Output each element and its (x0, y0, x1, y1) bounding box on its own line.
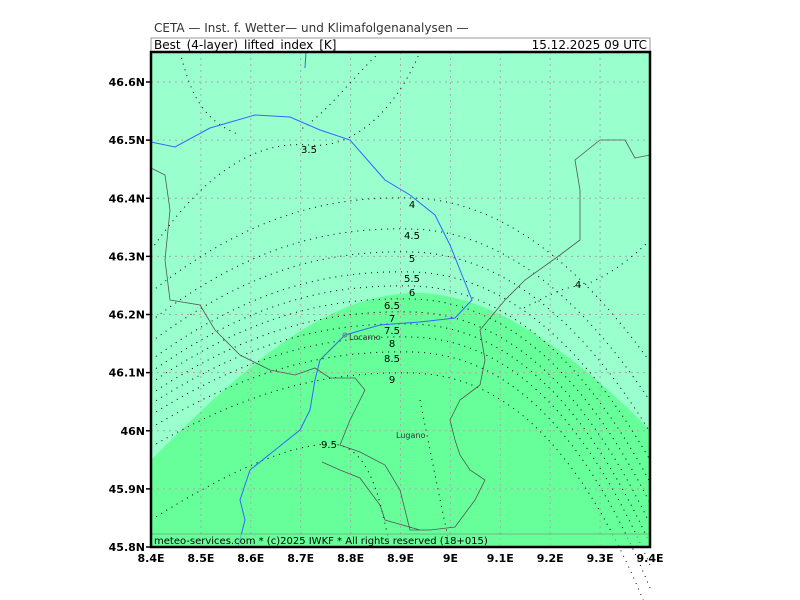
plot-frame (149, 50, 652, 549)
valid-time: 15.12.2025 09 UTC (532, 38, 647, 52)
contour-line (150, 271, 651, 461)
lon-tick-label: 9E (443, 552, 458, 565)
lon-tick-label: 8.5E (187, 552, 214, 565)
plot-area: 3.5 4 4.5 5 5.5 6 6.5 77.5 8 8.5 9 9.5 4 Locarno Lug… (149, 50, 652, 600)
lon-tick-label: 8.8E (337, 552, 364, 565)
contour-line (150, 251, 651, 433)
lat-tick-label: 46.1N (109, 367, 145, 380)
contour-label: 7.5 (384, 326, 400, 337)
lon-tick-label: 9.1E (487, 552, 514, 565)
contour-label: 4 (409, 200, 415, 211)
border-line (150, 139, 651, 531)
contour-label: 6.5 (384, 301, 400, 312)
contour-label: 7 (389, 314, 395, 325)
contour-line (150, 311, 651, 525)
contour-label: 8 (389, 339, 395, 350)
river-line (150, 51, 473, 548)
lat-tick-label: 45.9N (109, 483, 145, 496)
contour-line (150, 51, 421, 251)
lon-tick-label: 9.3E (587, 552, 614, 565)
contour-label: 5.5 (404, 274, 420, 285)
parameter-title: Best_(4-layer)_lifted_index_[K] (154, 38, 336, 52)
axis-ticks: 8.4E 8.5E 8.6E 8.7E 8.8E 8.9E 9E 9.1E 9.2E 9.3E 9.… (109, 76, 664, 565)
contour-line (179, 51, 241, 136)
lon-tick-label: 8.6E (237, 552, 264, 565)
lat-tick-label: 45.8N (109, 541, 145, 554)
contour-line (150, 228, 651, 402)
contour-label: 5 (409, 254, 415, 265)
lon-tick-label: 8.4E (137, 552, 164, 565)
lat-tick-label: 46.4N (109, 192, 145, 205)
city-label-locarno: Locarno (349, 333, 381, 342)
contour-label: 6 (409, 288, 415, 299)
footer-bar (151, 534, 650, 547)
institute-title: CETA — Inst. f. Wetter— und Klimafolgena… (154, 21, 469, 35)
copyright-footer: meteo-services.com * (c)2025 IWKF * All … (154, 536, 488, 547)
lat-tick-label: 46.5N (109, 134, 145, 147)
contour-line (150, 351, 651, 589)
lat-tick-label: 46.2N (109, 309, 145, 322)
contour-label: 4 (575, 280, 581, 291)
city-label-lugano: Lugano (396, 431, 425, 440)
lon-tick-label: 8.9E (387, 552, 414, 565)
lon-tick-label: 9.2E (537, 552, 564, 565)
contour-label: 3.5 (301, 145, 317, 156)
contour-label: 8.5 (384, 354, 400, 365)
lat-tick-label: 46.3N (109, 250, 145, 263)
contour-lines (150, 51, 651, 600)
contour-label-group: 3.5 4 4.5 5 5.5 6 6.5 77.5 8 8.5 9 9.5 4 (301, 145, 581, 451)
contour-label: 9 (389, 375, 395, 386)
lat-tick-label: 46.6N (109, 76, 145, 89)
city-marker-locarno (342, 332, 348, 338)
contour-line (299, 51, 381, 131)
lon-tick-label: 9.4E (636, 552, 663, 565)
contour-label: 9.5 (321, 440, 337, 451)
lat-tick-label: 46N (120, 425, 145, 438)
contour-label: 4.5 (404, 231, 420, 242)
lon-tick-label: 8.7E (287, 552, 314, 565)
